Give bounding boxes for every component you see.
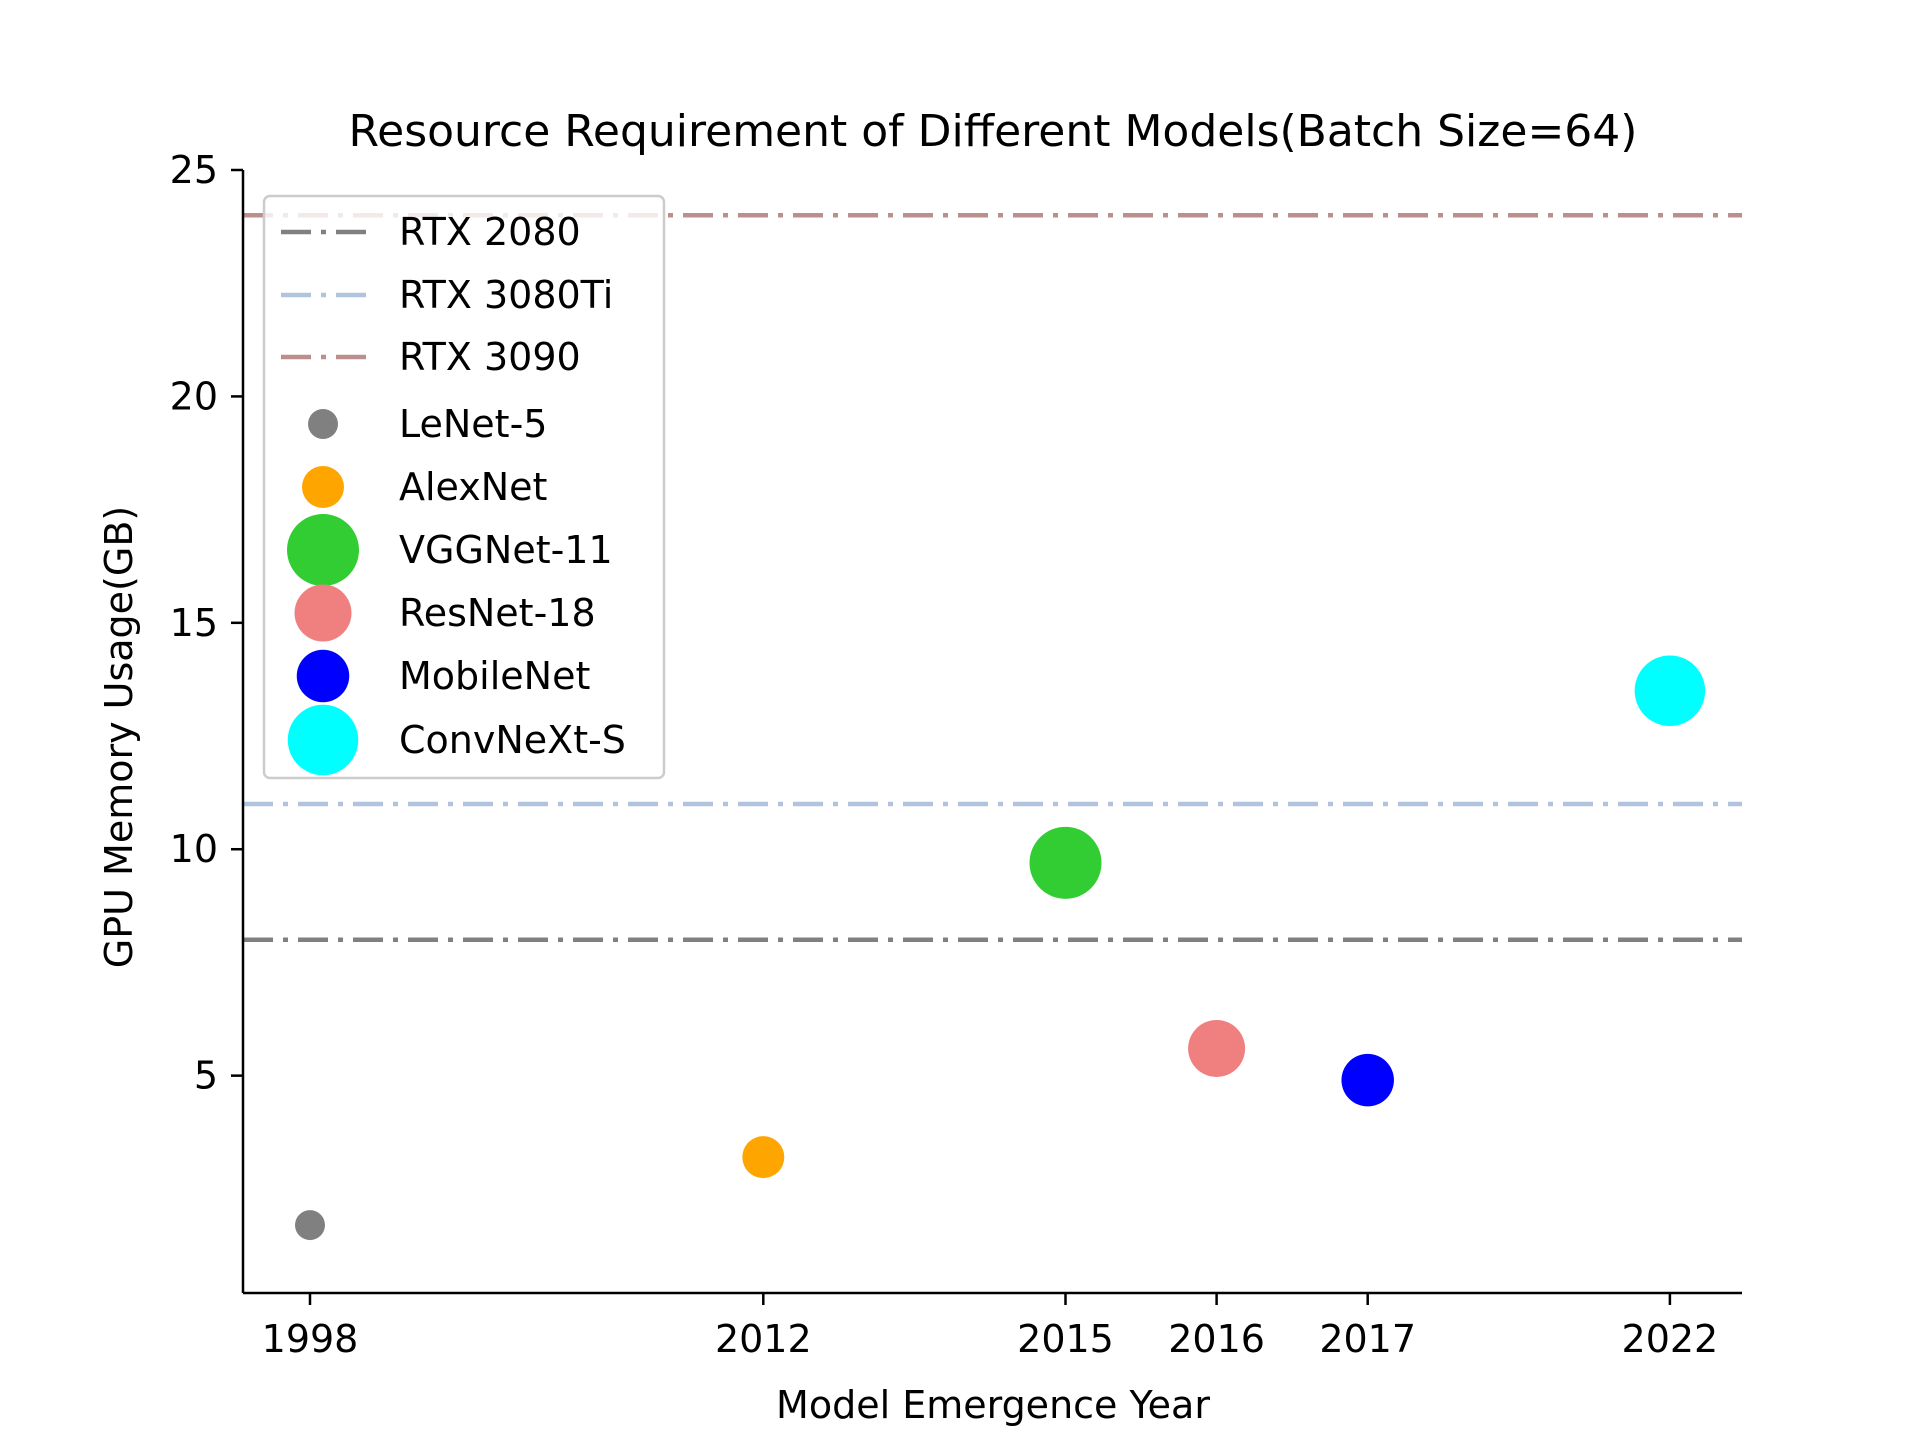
legend-swatch-mobilenet	[296, 649, 350, 703]
y-tick-label: 25	[170, 148, 218, 192]
point-mobilenet	[1341, 1053, 1394, 1107]
legend-label-lenet-5: LeNet-5	[399, 402, 547, 446]
x-tick-label: 2017	[1319, 1317, 1416, 1361]
point-resnet-18	[1188, 1019, 1246, 1077]
x-tick-label: 2015	[1017, 1317, 1114, 1361]
legend-label-mobilenet: MobileNet	[399, 654, 590, 698]
legend-label-resnet-18: ResNet-18	[399, 591, 596, 635]
x-tick-label: 2012	[715, 1317, 812, 1361]
legend-swatch-vggnet-11	[287, 514, 359, 586]
point-alexnet	[742, 1136, 785, 1179]
y-tick-label: 5	[194, 1054, 218, 1098]
legend-label-rtx-3080ti: RTX 3080Ti	[399, 273, 613, 317]
y-axis-label: GPU Memory Usage(GB)	[97, 506, 141, 968]
legend-swatch-resnet-18	[294, 584, 352, 642]
legend-label-vggnet-11: VGGNet-11	[399, 528, 613, 572]
legend-label-convnext-s: ConvNeXt-S	[399, 718, 626, 762]
point-vggnet-11	[1029, 826, 1102, 899]
y-tick-label: 20	[170, 374, 218, 418]
legend-box	[262, 194, 666, 780]
chart-title: Resource Requirement of Different Models…	[349, 106, 1638, 157]
point-lenet-5	[295, 1210, 325, 1241]
point-convnext-s	[1634, 655, 1706, 726]
x-axis-ticks: 1998 2012 2015 2016 2017 2022	[262, 1293, 1719, 1361]
legend: RTX 2080 RTX 3080Ti RTX 3090 LeNet-5 AlexNet…	[262, 194, 666, 780]
x-tick-label: 1998	[262, 1317, 359, 1361]
data-points	[295, 655, 1706, 1241]
legend-swatch-alexnet	[302, 466, 344, 508]
y-tick-label: 10	[170, 827, 218, 871]
x-tick-label: 2016	[1168, 1317, 1265, 1361]
legend-label-alexnet: AlexNet	[399, 465, 547, 509]
legend-label-rtx-2080: RTX 2080	[399, 210, 581, 254]
x-tick-label: 2022	[1622, 1317, 1719, 1361]
y-axis-ticks: 5 10 15 20 25	[170, 148, 243, 1098]
legend-swatch-convnext-s	[287, 704, 359, 776]
legend-swatch-lenet-5	[308, 409, 338, 439]
legend-label-rtx-3090: RTX 3090	[399, 335, 581, 379]
axes	[241, 170, 1742, 1295]
y-tick-label: 15	[170, 601, 218, 645]
x-axis-label: Model Emergence Year	[776, 1383, 1210, 1427]
